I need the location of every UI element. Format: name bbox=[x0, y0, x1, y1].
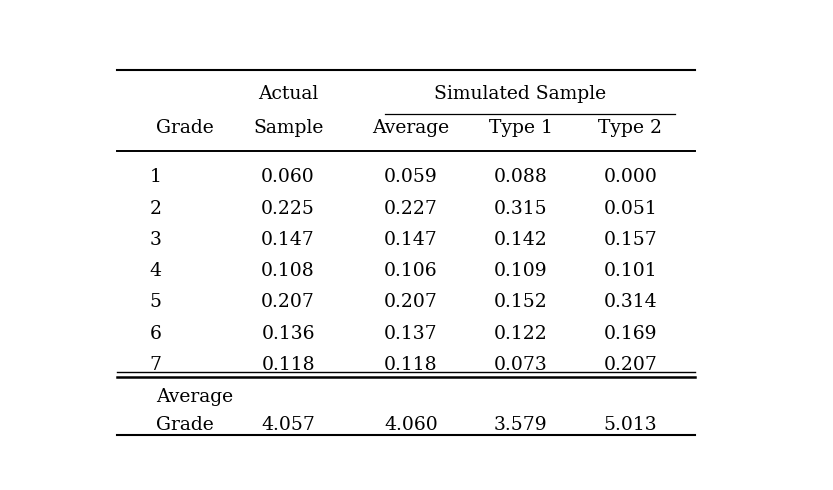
Text: 0.073: 0.073 bbox=[494, 356, 547, 374]
Text: 1: 1 bbox=[150, 168, 162, 186]
Text: 0.314: 0.314 bbox=[603, 294, 657, 312]
Text: 0.225: 0.225 bbox=[262, 199, 315, 218]
Text: 0.088: 0.088 bbox=[494, 168, 547, 186]
Text: 0.147: 0.147 bbox=[384, 231, 437, 249]
Text: Simulated Sample: Simulated Sample bbox=[435, 85, 606, 103]
Text: 0.101: 0.101 bbox=[603, 262, 657, 280]
Text: Type 2: Type 2 bbox=[598, 119, 662, 137]
Text: 0.000: 0.000 bbox=[603, 168, 657, 186]
Text: 6: 6 bbox=[150, 325, 162, 343]
Text: 0.207: 0.207 bbox=[384, 294, 437, 312]
Text: 3: 3 bbox=[150, 231, 162, 249]
Text: 0.142: 0.142 bbox=[494, 231, 547, 249]
Text: 4: 4 bbox=[150, 262, 162, 280]
Text: 3.579: 3.579 bbox=[494, 416, 547, 435]
Text: 0.108: 0.108 bbox=[262, 262, 315, 280]
Text: 7: 7 bbox=[150, 356, 162, 374]
Text: Grade: Grade bbox=[156, 119, 213, 137]
Text: 0.106: 0.106 bbox=[384, 262, 437, 280]
Text: Sample: Sample bbox=[253, 119, 323, 137]
Text: 0.207: 0.207 bbox=[262, 294, 315, 312]
Text: 0.122: 0.122 bbox=[494, 325, 547, 343]
Text: 4.057: 4.057 bbox=[262, 416, 315, 435]
Text: 5: 5 bbox=[150, 294, 162, 312]
Text: 5.013: 5.013 bbox=[603, 416, 657, 435]
Text: Average: Average bbox=[372, 119, 449, 137]
Text: 0.169: 0.169 bbox=[604, 325, 657, 343]
Text: 0.109: 0.109 bbox=[494, 262, 547, 280]
Text: 0.136: 0.136 bbox=[262, 325, 315, 343]
Text: 0.207: 0.207 bbox=[603, 356, 657, 374]
Text: Actual: Actual bbox=[258, 85, 318, 103]
Text: 0.118: 0.118 bbox=[262, 356, 315, 374]
Text: 0.147: 0.147 bbox=[262, 231, 315, 249]
Text: 0.118: 0.118 bbox=[384, 356, 437, 374]
Text: 0.315: 0.315 bbox=[494, 199, 547, 218]
Text: Grade: Grade bbox=[156, 416, 213, 435]
Text: 0.152: 0.152 bbox=[494, 294, 547, 312]
Text: 0.137: 0.137 bbox=[384, 325, 437, 343]
Text: 0.051: 0.051 bbox=[603, 199, 657, 218]
Text: 0.059: 0.059 bbox=[384, 168, 437, 186]
Text: 0.157: 0.157 bbox=[603, 231, 657, 249]
Text: 0.060: 0.060 bbox=[262, 168, 315, 186]
Text: 0.227: 0.227 bbox=[384, 199, 437, 218]
Text: Type 1: Type 1 bbox=[489, 119, 552, 137]
Text: 2: 2 bbox=[150, 199, 162, 218]
Text: Average: Average bbox=[156, 388, 233, 406]
Text: 4.060: 4.060 bbox=[384, 416, 437, 435]
